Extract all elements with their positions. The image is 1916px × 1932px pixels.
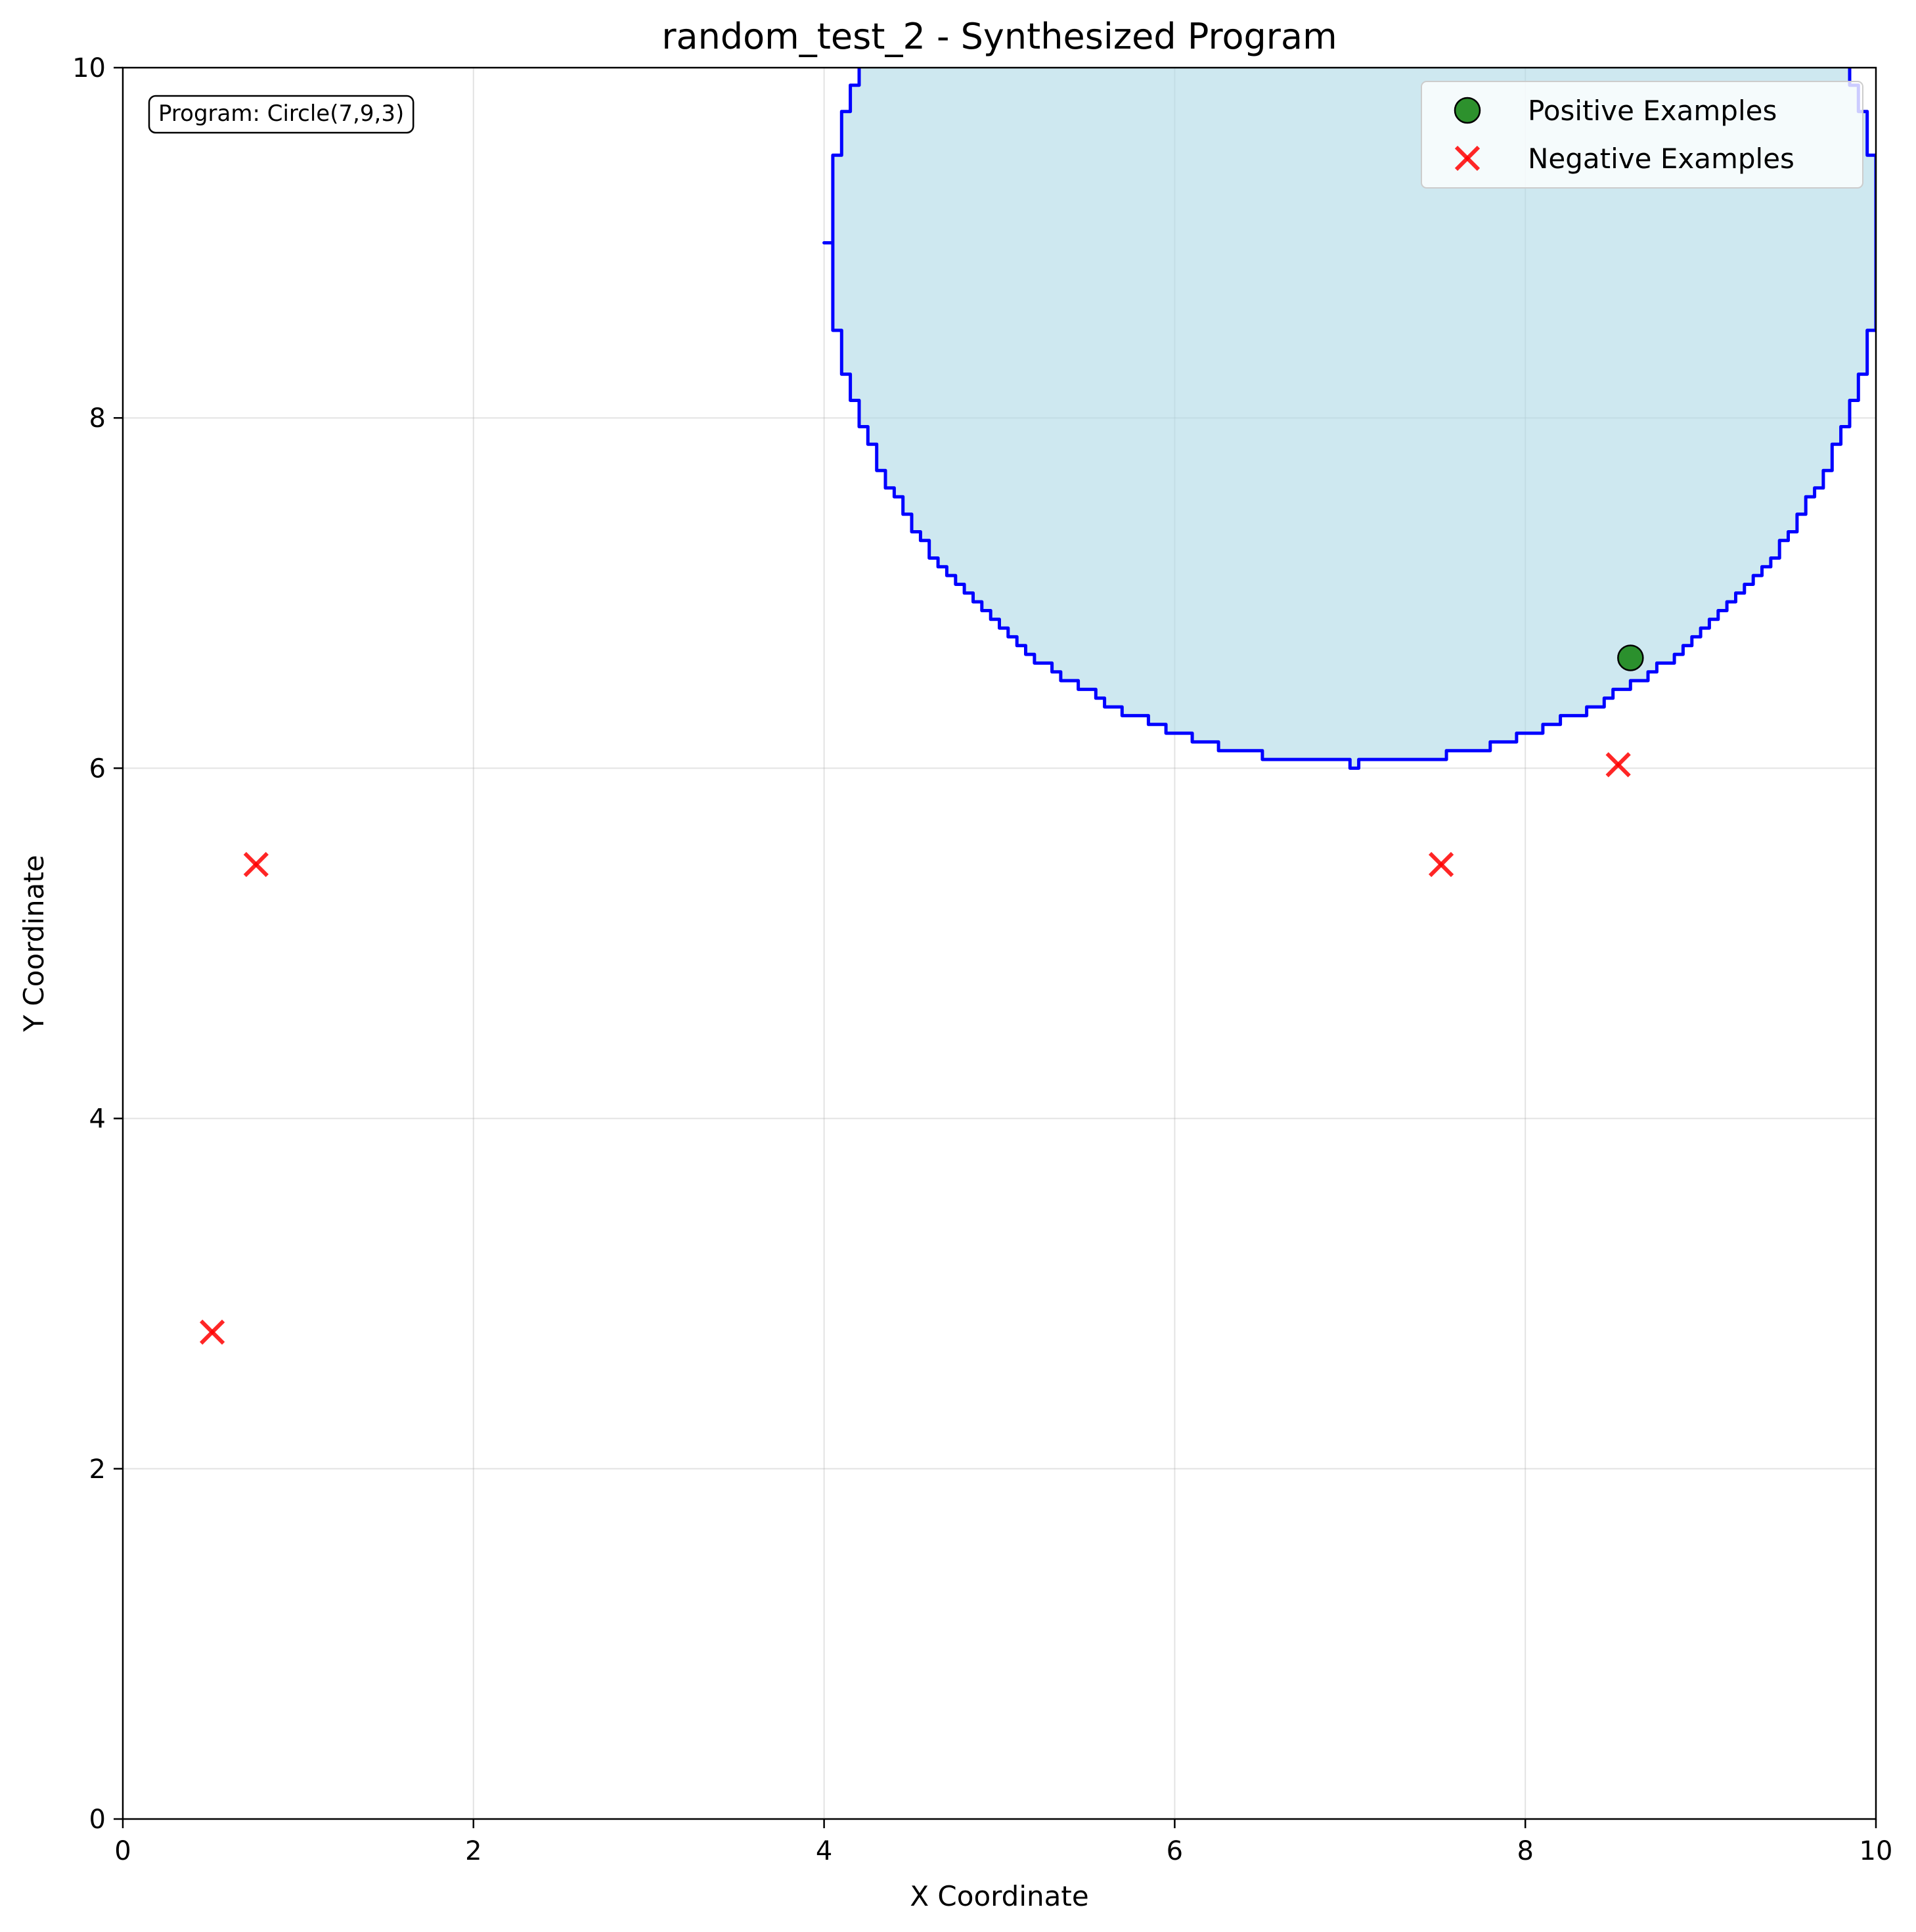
y-tick-label: 10 [72, 53, 106, 83]
chart-title: random_test_2 - Synthesized Program [661, 16, 1337, 57]
program-annotation: Program: Circle(7,9,3) [148, 95, 414, 134]
x-axis-label: X Coordinate [910, 1880, 1088, 1912]
negative-example-point [199, 1319, 225, 1345]
plot-frame [122, 66, 1877, 1820]
x-marker-stroke [1428, 851, 1454, 878]
x-marker-stroke [1605, 752, 1631, 778]
y-tick-label: 6 [89, 753, 106, 784]
legend: Positive Examples Negative Examples [1421, 81, 1863, 189]
annotation-box [148, 95, 414, 134]
y-axis-label: Y Coordinate [18, 855, 50, 1032]
legend-positive-marker [1454, 97, 1481, 124]
annotation-text: Program: Circle(7,9,3) [158, 101, 404, 127]
x-tick-label: 4 [816, 1836, 832, 1866]
decision-region [822, 68, 1876, 770]
x-tick-label: 2 [465, 1836, 481, 1866]
y-tick-label: 4 [89, 1104, 106, 1134]
axis-ticks: 0 2 4 6 8 10 0 2 4 6 8 10 [72, 53, 1892, 1866]
y-tick-label: 8 [89, 403, 106, 434]
x-marker-stroke [243, 851, 269, 878]
region-boundary [822, 68, 1876, 770]
x-tick-label: 6 [1167, 1836, 1183, 1866]
region-fill [824, 68, 1876, 769]
legend-negative-marker [1454, 145, 1481, 171]
negative-example-point [243, 851, 269, 878]
y-tick-label: 2 [89, 1454, 106, 1485]
negative-example-point [1428, 851, 1454, 878]
negative-example-point [1605, 752, 1631, 778]
x-tick-label: 0 [114, 1836, 131, 1866]
x-tick-label: 8 [1517, 1836, 1533, 1866]
legend-box [1421, 81, 1863, 189]
legend-label: Negative Examples [1528, 143, 1794, 175]
data-points [199, 644, 1644, 1345]
x-marker-stroke [199, 1319, 225, 1345]
x-marker-stroke [1454, 145, 1481, 171]
y-tick-label: 0 [89, 1805, 106, 1835]
legend-label: Positive Examples [1528, 95, 1777, 127]
x-tick-label: 10 [1860, 1836, 1893, 1866]
positive-example-point [1617, 644, 1644, 671]
